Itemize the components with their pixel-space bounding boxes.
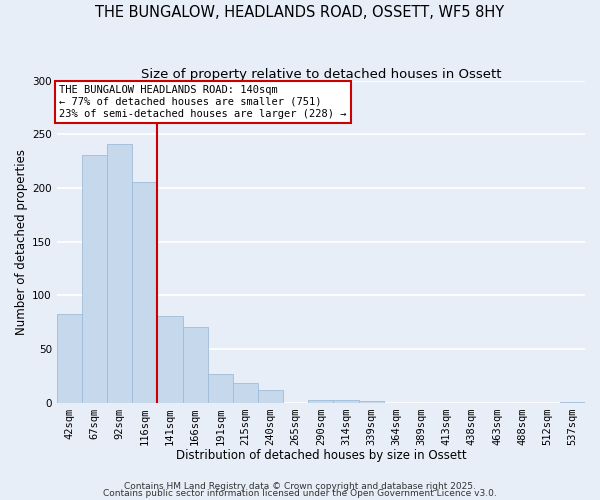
Bar: [258, 390, 283, 403]
Bar: [334, 400, 359, 403]
Bar: [560, 402, 585, 403]
Bar: [107, 144, 132, 403]
Bar: [208, 374, 233, 403]
Bar: [157, 316, 182, 403]
Text: THE BUNGALOW HEADLANDS ROAD: 140sqm
← 77% of detached houses are smaller (751)
2: THE BUNGALOW HEADLANDS ROAD: 140sqm ← 77…: [59, 86, 347, 118]
Text: Contains HM Land Registry data © Crown copyright and database right 2025.: Contains HM Land Registry data © Crown c…: [124, 482, 476, 491]
Bar: [132, 182, 157, 403]
Bar: [359, 401, 384, 403]
Text: Contains public sector information licensed under the Open Government Licence v3: Contains public sector information licen…: [103, 490, 497, 498]
Bar: [57, 314, 82, 403]
Text: THE BUNGALOW, HEADLANDS ROAD, OSSETT, WF5 8HY: THE BUNGALOW, HEADLANDS ROAD, OSSETT, WF…: [95, 5, 505, 20]
Bar: [308, 400, 334, 403]
X-axis label: Distribution of detached houses by size in Ossett: Distribution of detached houses by size …: [176, 450, 466, 462]
Y-axis label: Number of detached properties: Number of detached properties: [15, 148, 28, 334]
Bar: [82, 154, 107, 403]
Bar: [233, 382, 258, 403]
Title: Size of property relative to detached houses in Ossett: Size of property relative to detached ho…: [140, 68, 501, 80]
Bar: [182, 326, 208, 403]
